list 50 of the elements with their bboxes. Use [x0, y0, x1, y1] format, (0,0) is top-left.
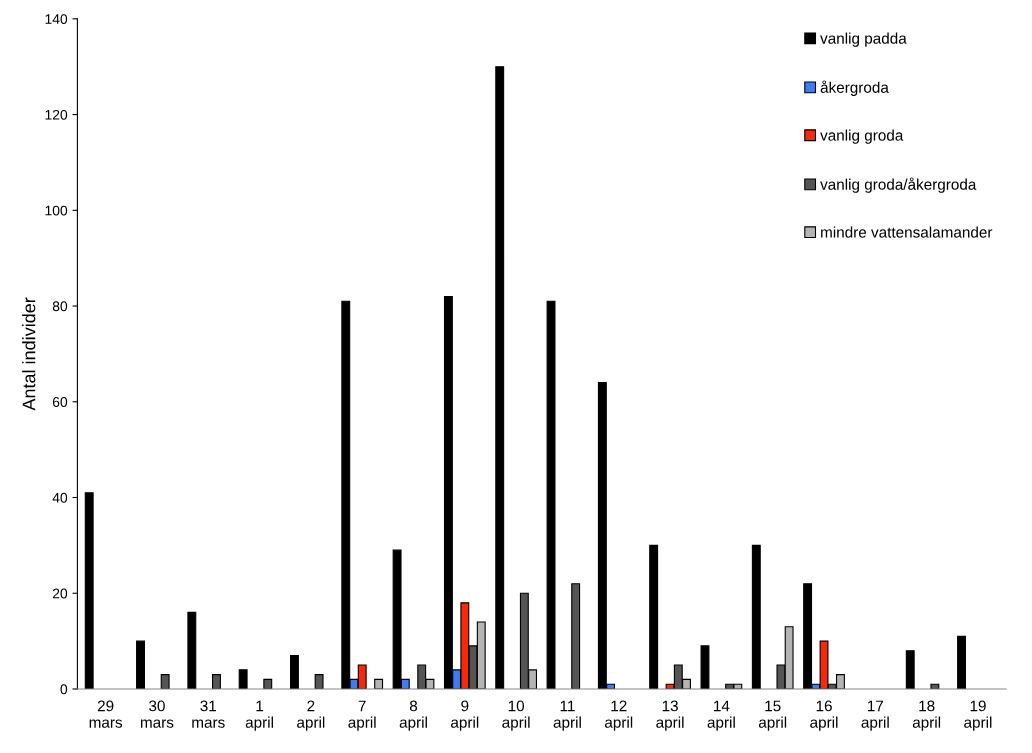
x-tick-label: 2 april	[297, 700, 325, 731]
legend-label: mindre vattensalamander	[821, 226, 993, 238]
y-axis-title: Antal individer	[22, 297, 36, 411]
legend-label: åkergroda	[820, 80, 889, 96]
y-tick-label: 60	[52, 397, 68, 407]
legend-label: vanlig groda	[820, 129, 904, 144]
x-tick-label: 31 mars	[192, 700, 225, 728]
bar	[495, 66, 505, 689]
bar	[649, 544, 659, 689]
bar	[187, 611, 197, 689]
bar	[314, 674, 324, 689]
bar	[700, 645, 710, 689]
x-tick-label: 14 april	[707, 700, 735, 731]
x-tick-label: 17 april	[861, 700, 889, 731]
y-tick-label: 140	[45, 14, 68, 24]
bar	[546, 300, 556, 689]
y-tick-label: 100	[45, 205, 68, 216]
bar	[238, 669, 248, 689]
y-tick-label: 40	[52, 492, 68, 503]
y-tick-label: 120	[45, 109, 68, 120]
bar	[571, 583, 581, 689]
x-tick-label: 8 april	[399, 700, 427, 731]
x-tick-label: 18 april	[912, 700, 941, 731]
bar	[905, 650, 915, 689]
x-tick-label: 11 april	[553, 700, 581, 731]
bar	[84, 492, 94, 689]
bar	[374, 678, 384, 689]
legend-label: vanlig padda	[820, 32, 907, 47]
bar	[212, 674, 221, 689]
x-tick-label: 1 april	[245, 700, 273, 731]
x-tick-label: 29 mars	[89, 700, 123, 728]
x-tick-label: 16 april	[810, 700, 838, 731]
bar	[263, 678, 273, 689]
x-tick-label: 9 april	[451, 700, 479, 731]
y-tick-label: 0	[60, 684, 68, 695]
x-tick-label: 19 april	[964, 700, 992, 731]
x-tick-label: 13 april	[656, 700, 684, 731]
legend-label: vanlig groda/åkergroda	[820, 177, 977, 193]
x-tick-label: 10 april	[502, 700, 530, 731]
x-tick-label: 15 april	[758, 700, 787, 731]
bar	[160, 674, 170, 689]
bar	[957, 635, 967, 689]
bar	[751, 544, 761, 689]
y-tick-label: 20	[52, 588, 68, 599]
bar	[136, 640, 145, 689]
y-tick-label: 80	[52, 301, 68, 312]
x-tick-label: 30 mars	[140, 700, 174, 728]
x-tick-label: 7 april	[348, 700, 376, 731]
x-tick-label: 12 april	[604, 700, 633, 731]
bar	[290, 654, 299, 689]
